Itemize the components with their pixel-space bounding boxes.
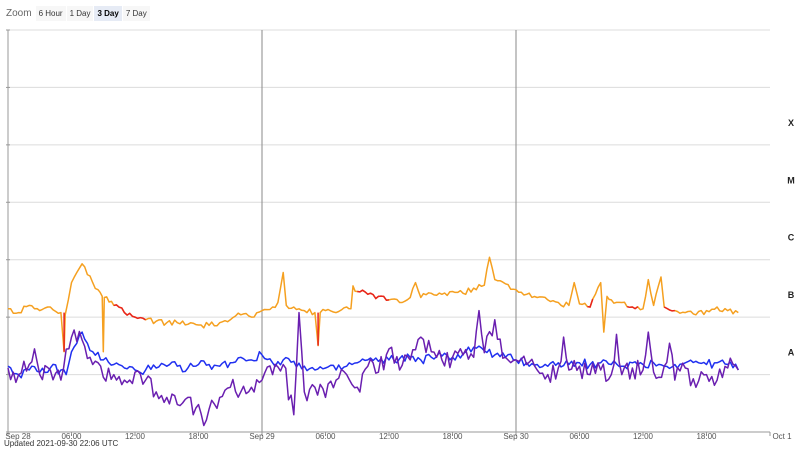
x-tick-label: 06:00 bbox=[61, 432, 82, 441]
zoom-6-hour-button[interactable]: 6 Hour bbox=[35, 5, 66, 21]
series-short-line bbox=[7, 331, 739, 379]
grid-layer bbox=[6, 29, 770, 433]
flare-class-label: A bbox=[788, 348, 795, 358]
x-tick-label: 18:00 bbox=[188, 432, 209, 441]
zoom-label: Zoom bbox=[6, 7, 32, 19]
flare-class-label: C bbox=[788, 233, 795, 243]
series-long-high-segment bbox=[663, 306, 675, 312]
series-long-high-segment bbox=[113, 304, 146, 321]
zoom-3-day-button[interactable]: 3 Day bbox=[94, 5, 122, 21]
zoom-7-day-button[interactable]: 7 Day bbox=[122, 5, 150, 21]
x-tick-label: Sep 28 bbox=[5, 432, 31, 441]
zoom-bar: Zoom 6 Hour 1 Day 3 Day 7 Day bbox=[6, 4, 151, 22]
flare-class-labels: X M C B A bbox=[787, 118, 795, 358]
series-long-line bbox=[7, 256, 739, 353]
x-axis-ticks: Sep 28 06:00 12:00 18:00 Sep 29 06:00 12:00 18:… bbox=[5, 431, 792, 441]
x-tick-label: 18:00 bbox=[442, 432, 463, 441]
zoom-1-day-button[interactable]: 1 Day bbox=[66, 5, 94, 21]
series-short_dim-line bbox=[7, 309, 739, 427]
day-divider-lines bbox=[261, 30, 517, 432]
x-tick-label: 12:00 bbox=[125, 432, 146, 441]
x-tick-label: 18:00 bbox=[696, 432, 717, 441]
x-tick-label: 12:00 bbox=[379, 432, 400, 441]
updated-timestamp: Updated 2021-09-30 22:06 UTC bbox=[4, 439, 119, 448]
flare-class-label: B bbox=[788, 290, 795, 300]
flare-class-label: M bbox=[787, 175, 795, 185]
series-long-high-segment bbox=[587, 298, 594, 308]
x-tick-label: Oct 1 bbox=[772, 432, 792, 441]
series-layer bbox=[7, 256, 739, 427]
series-long-high-segment bbox=[357, 289, 390, 301]
x-tick-label: 06:00 bbox=[569, 432, 590, 441]
series-long-high-segment bbox=[626, 305, 639, 310]
x-tick-label: Sep 30 bbox=[503, 432, 529, 441]
x-tick-label: 12:00 bbox=[633, 432, 654, 441]
flare-class-label: X bbox=[788, 118, 794, 128]
x-tick-label: Sep 29 bbox=[249, 432, 275, 441]
x-tick-label: 06:00 bbox=[315, 432, 336, 441]
